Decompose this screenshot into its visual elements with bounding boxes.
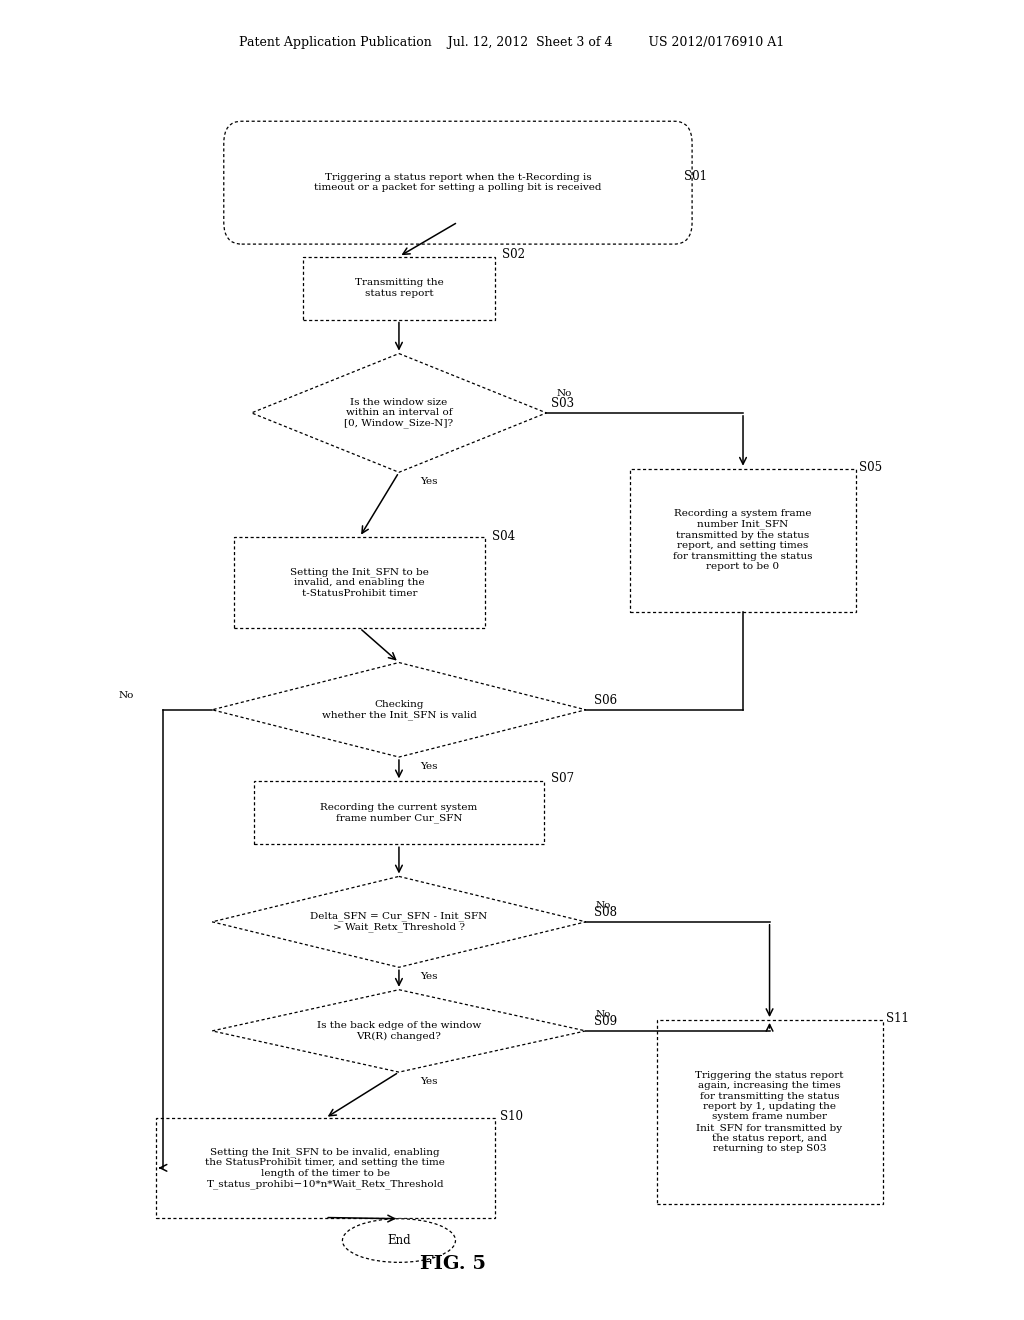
Text: Yes: Yes: [421, 477, 438, 486]
FancyBboxPatch shape: [234, 537, 485, 628]
Polygon shape: [212, 876, 586, 968]
Text: Recording a system frame
number Init_SFN
transmitted by the status
report, and s: Recording a system frame number Init_SFN…: [673, 510, 813, 572]
FancyBboxPatch shape: [303, 256, 495, 319]
Text: Yes: Yes: [421, 1077, 438, 1086]
Text: S07: S07: [551, 772, 574, 785]
Text: S11: S11: [886, 1012, 908, 1026]
Text: Yes: Yes: [421, 762, 438, 771]
Text: Setting the Init_SFN to be invalid, enabling
the StatusProhibit timer, and setti: Setting the Init_SFN to be invalid, enab…: [205, 1147, 445, 1188]
Polygon shape: [212, 990, 586, 1072]
FancyBboxPatch shape: [656, 1020, 883, 1204]
Text: Patent Application Publication    Jul. 12, 2012  Sheet 3 of 4         US 2012/01: Patent Application Publication Jul. 12, …: [240, 36, 784, 49]
Text: No: No: [119, 692, 134, 700]
Text: Yes: Yes: [421, 972, 438, 981]
Polygon shape: [212, 663, 586, 758]
Text: Checking
whether the Init_SFN is valid: Checking whether the Init_SFN is valid: [322, 700, 476, 719]
Text: S06: S06: [594, 693, 616, 706]
Polygon shape: [252, 354, 547, 473]
Text: S01: S01: [684, 170, 707, 183]
Text: Triggering the status report
again, increasing the times
for transmitting the st: Triggering the status report again, incr…: [695, 1071, 844, 1154]
Text: S10: S10: [500, 1110, 523, 1123]
Text: S04: S04: [493, 531, 515, 543]
Text: Is the back edge of the window
VR(R) changed?: Is the back edge of the window VR(R) cha…: [316, 1022, 481, 1040]
FancyBboxPatch shape: [254, 781, 544, 845]
Text: Triggering a status report when the t-Recording is
timeout or a packet for setti: Triggering a status report when the t-Re…: [314, 173, 602, 193]
Text: No: No: [596, 900, 611, 909]
Text: No: No: [596, 1010, 611, 1019]
Text: S09: S09: [594, 1015, 616, 1028]
Text: Setting the Init_SFN to be
invalid, and enabling the
t-StatusProhibit timer: Setting the Init_SFN to be invalid, and …: [290, 568, 429, 598]
Ellipse shape: [342, 1218, 456, 1262]
Text: Delta_SFN = Cur_SFN - Init_SFN
> Wait_Retx_Threshold ?: Delta_SFN = Cur_SFN - Init_SFN > Wait_Re…: [310, 912, 487, 932]
Text: FIG. 5: FIG. 5: [420, 1255, 486, 1272]
Text: End: End: [387, 1234, 411, 1247]
Text: Transmitting the
status report: Transmitting the status report: [354, 279, 443, 298]
Text: S03: S03: [551, 397, 574, 409]
Text: No: No: [556, 389, 571, 399]
FancyBboxPatch shape: [224, 121, 692, 244]
Text: S05: S05: [859, 461, 882, 474]
Text: Is the window size
within an interval of
[0, Window_Size-N]?: Is the window size within an interval of…: [344, 397, 454, 428]
Text: Recording the current system
frame number Cur_SFN: Recording the current system frame numbe…: [321, 803, 477, 822]
FancyBboxPatch shape: [630, 469, 856, 611]
Text: S02: S02: [502, 248, 525, 260]
Text: S08: S08: [594, 906, 616, 919]
FancyBboxPatch shape: [156, 1118, 495, 1217]
